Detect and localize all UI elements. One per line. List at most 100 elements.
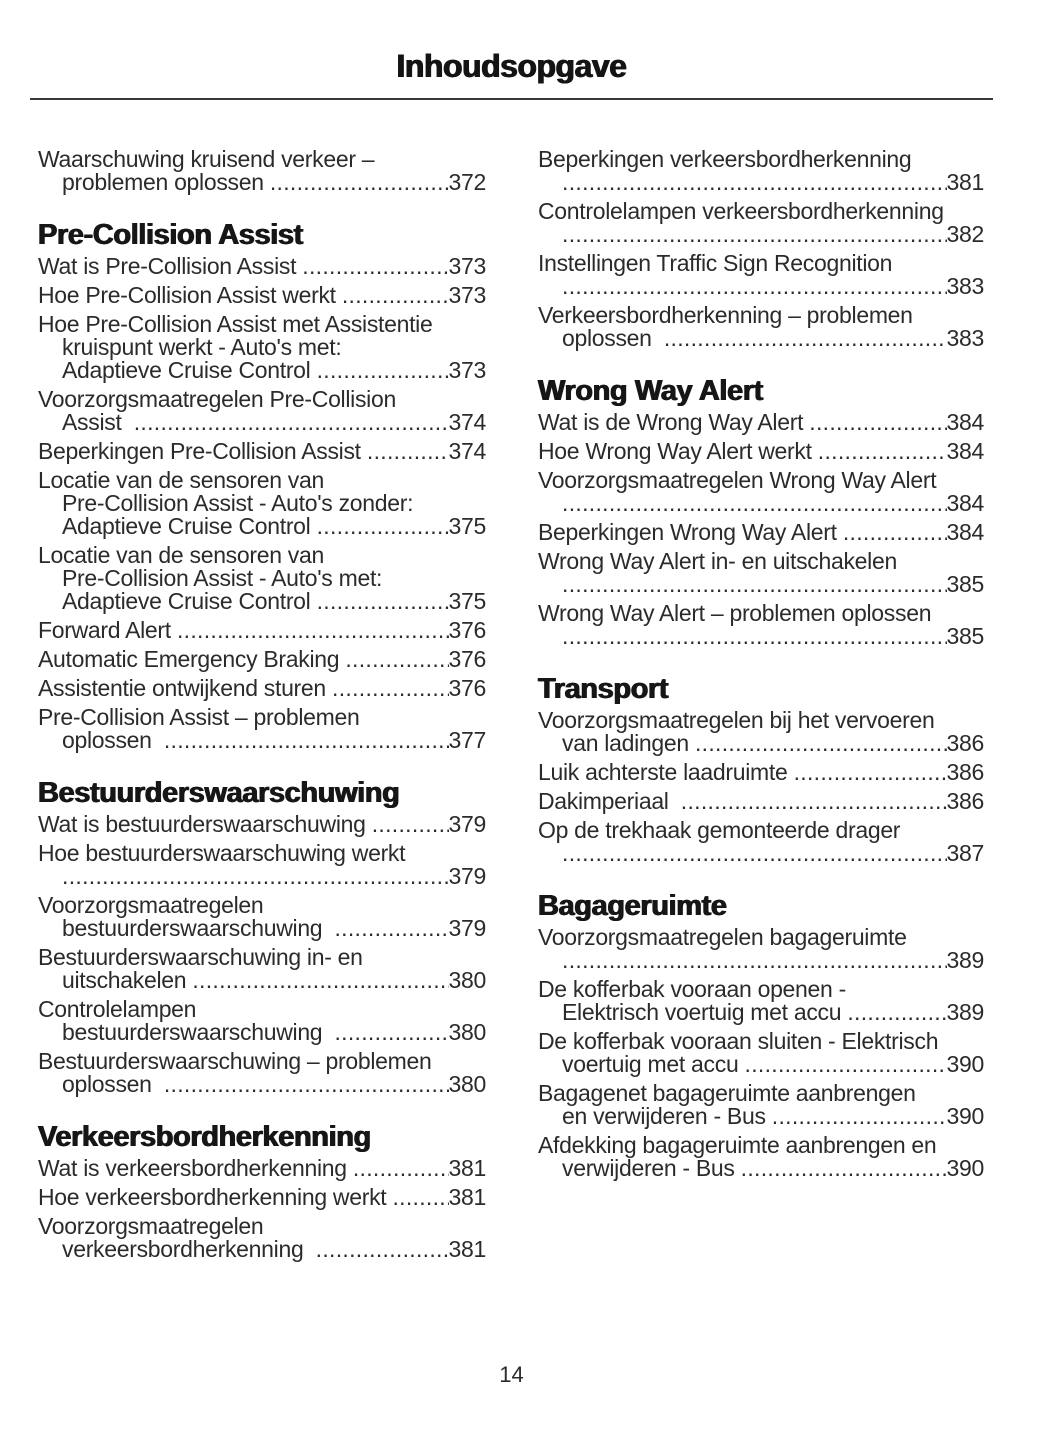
toc-entry[interactable]: Afdekking bagageruimte aanbrengen en verw… [538, 1134, 984, 1180]
toc-entry-text: uitschakelen [62, 967, 193, 993]
dot-leader [334, 1021, 448, 1044]
toc-entry[interactable]: Forward Alert 376 [38, 619, 486, 642]
toc-entry[interactable]: Controlelampen verkeersbordherkenning382 [538, 200, 984, 246]
toc-entry[interactable]: Assistentie ontwijkend sturen 376 [38, 677, 486, 700]
dot-leader [794, 761, 947, 784]
page-ref: 380 [448, 1019, 487, 1045]
toc-entry[interactable]: Wat is bestuurderswaarschuwing 379 [38, 813, 486, 836]
dot-leader [164, 729, 449, 752]
toc-entry[interactable]: Voorzorgsmaatregelen bestuurderswaarschuw… [38, 894, 486, 940]
toc-entry-line: Voorzorgsmaatregelen Pre-Collision [38, 386, 396, 412]
toc-entry[interactable]: Bestuurderswaarschuwing in- en uitschakel… [38, 946, 486, 992]
toc-column-right: Beperkingen verkeersbordherkenning381 Con… [538, 148, 984, 1267]
toc-entry[interactable]: Waarschuwing kruisend verkeer – problemen… [38, 148, 486, 194]
dot-leader [302, 255, 448, 278]
toc-entry-line: verkeersbordherkenning 381 [38, 1238, 486, 1261]
toc-entry-line: Controlelampen verkeersbordherkenning [538, 198, 944, 224]
toc-entry[interactable]: Voorzorgsmaatregelen Pre-Collision Assist… [38, 388, 486, 434]
toc-entry[interactable]: Instellingen Traffic Sign Recognition 383 [538, 252, 984, 298]
page-ref: 389 [946, 999, 985, 1025]
toc-entry-line: 385 [538, 625, 985, 648]
toc-entry[interactable]: Automatic Emergency Braking 376 [38, 648, 486, 671]
toc-entry[interactable]: Voorzorgsmaatregelen bagageruimte 389 [538, 926, 984, 972]
toc-entry[interactable]: Beperkingen Wrong Way Alert 384 [538, 521, 984, 544]
toc-entry[interactable]: Pre-Collision Assist – problemen oplossen… [38, 706, 486, 752]
toc-entry-text: Hoe Wrong Way Alert werkt [538, 438, 818, 464]
dot-leader [164, 1073, 449, 1096]
toc-section: Wrong Way Alert Wat is de Wrong Way Alert… [538, 375, 984, 648]
toc-entry-line: De kofferbak vooraan openen - [538, 976, 846, 1002]
section-heading: Transport [538, 673, 669, 705]
toc-entry-text: van ladingen [562, 730, 695, 756]
dot-leader [316, 1238, 449, 1261]
toc-entry-text: Assistentie ontwijkend sturen [38, 675, 332, 701]
toc-entry-line: bestuurderswaarschuwing 380 [38, 1021, 486, 1044]
toc-entry-line: Pre-Collision Assist - Auto's zonder: [62, 490, 414, 516]
toc-entry[interactable]: Wrong Way Alert in- en uitschakelen 385 [538, 550, 984, 596]
toc-entry[interactable]: Locatie van de sensoren van Pre-Collision… [38, 544, 486, 613]
toc-entry[interactable]: Wrong Way Alert – problemen oplossen 385 [538, 602, 984, 648]
dot-leader [562, 492, 947, 515]
page-ref: 372 [448, 169, 487, 195]
dot-leader [664, 327, 947, 350]
toc-entry[interactable]: Hoe Wrong Way Alert werkt 384 [538, 440, 984, 463]
toc-entry-line: Voorzorgsmaatregelen bij het vervoeren [538, 707, 935, 733]
toc-entry[interactable]: Wat is de Wrong Way Alert 384 [538, 411, 984, 434]
toc-entry-line: Wat is verkeersbordherkenning 381 [38, 1157, 486, 1180]
toc-entry[interactable]: Beperkingen verkeersbordherkenning 381 [538, 148, 984, 194]
toc-entry[interactable]: De kofferbak vooraan sluiten - Elektrisc… [538, 1030, 984, 1076]
toc-entry-text: Wat is de Wrong Way Alert [538, 409, 810, 435]
toc-entry[interactable]: Hoe bestuurderswaarschuwing werkt 379 [38, 842, 486, 888]
toc-entry[interactable]: Luik achterste laadruimte 386 [538, 761, 984, 784]
toc-entry[interactable]: Hoe Pre-Collision Assist met Assistentie… [38, 313, 486, 382]
toc-entry-line: De kofferbak vooraan sluiten - Elektrisc… [538, 1028, 939, 1054]
dot-leader [745, 1053, 947, 1076]
toc-entry-text: oplossen [62, 727, 164, 753]
toc-entry[interactable]: Bestuurderswaarschuwing – problemen oplos… [38, 1050, 486, 1096]
toc-entry[interactable]: De kofferbak vooraan openen - Elektrisch … [538, 978, 984, 1024]
toc-entry[interactable]: Voorzorgsmaatregelen bij het vervoeren va… [538, 709, 984, 755]
toc-entry[interactable]: Beperkingen Pre-Collision Assist 374 [38, 440, 486, 463]
toc-section: Bestuurderswaarschuwing Wat is bestuurder… [38, 777, 486, 1096]
toc-entry-text: Beperkingen Wrong Way Alert [538, 519, 843, 545]
toc-entry-line: Luik achterste laadruimte 386 [538, 761, 984, 784]
toc-entry-text: Wat is Pre-Collision Assist [38, 253, 303, 279]
toc-entry[interactable]: Wat is Pre-Collision Assist 373 [38, 255, 486, 278]
toc-section: Verkeersbordherkenning Wat is verkeersbor… [38, 1121, 486, 1261]
toc-entry[interactable]: Voorzorgsmaatregelen verkeersbordherkenni… [38, 1215, 486, 1261]
page-ref: 373 [448, 253, 487, 279]
toc-entry-text: Wat is verkeersbordherkenning [38, 1155, 353, 1181]
toc-entry-text: oplossen [562, 325, 664, 351]
toc-entry-text: Hoe Pre-Collision Assist werkt [38, 282, 342, 308]
page-ref: 382 [946, 221, 985, 247]
page-ref: 384 [946, 519, 985, 545]
toc-entry-text: bestuurderswaarschuwing [62, 915, 335, 941]
toc-entry-text: Adaptieve Cruise Control [62, 513, 317, 539]
dot-leader [334, 917, 448, 940]
toc-entry[interactable]: Hoe verkeersbordherkenning werkt 381 [38, 1186, 486, 1209]
toc-entry-line: Elektrisch voertuig met accu 389 [538, 1001, 984, 1024]
section-heading: Bestuurderswaarschuwing [38, 777, 400, 809]
dot-leader [847, 1001, 946, 1024]
toc-entry-text: Adaptieve Cruise Control [62, 588, 317, 614]
toc-entry[interactable]: Op de trekhaak gemonteerde drager 387 [538, 819, 984, 865]
toc-entry-line: Bestuurderswaarschuwing – problemen [38, 1048, 432, 1074]
page-ref: 383 [946, 273, 985, 299]
toc-entry-text: verkeersbordherkenning [62, 1236, 316, 1262]
page-ref: 386 [946, 788, 985, 814]
dot-leader [562, 223, 947, 246]
dot-leader [345, 648, 448, 671]
toc-entry[interactable]: Hoe Pre-Collision Assist werkt 373 [38, 284, 486, 307]
dot-leader [562, 573, 947, 596]
toc-entry[interactable]: Bagagenet bagageruimte aanbrengen en verw… [538, 1082, 984, 1128]
toc-entry-line: 385 [538, 573, 985, 596]
toc-entry[interactable]: Verkeersbordherkenning – problemen oploss… [538, 304, 984, 350]
toc-entry[interactable]: Wat is verkeersbordherkenning 381 [38, 1157, 486, 1180]
toc-entry[interactable]: Dakimperiaal 386 [538, 790, 984, 813]
toc-entry[interactable]: Voorzorgsmaatregelen Wrong Way Alert 384 [538, 469, 984, 515]
toc-entry[interactable]: Locatie van de sensoren van Pre-Collision… [38, 469, 486, 538]
toc-entry-line: Adaptieve Cruise Control 375 [38, 590, 486, 613]
toc-section: Beperkingen verkeersbordherkenning381 Con… [538, 148, 984, 350]
